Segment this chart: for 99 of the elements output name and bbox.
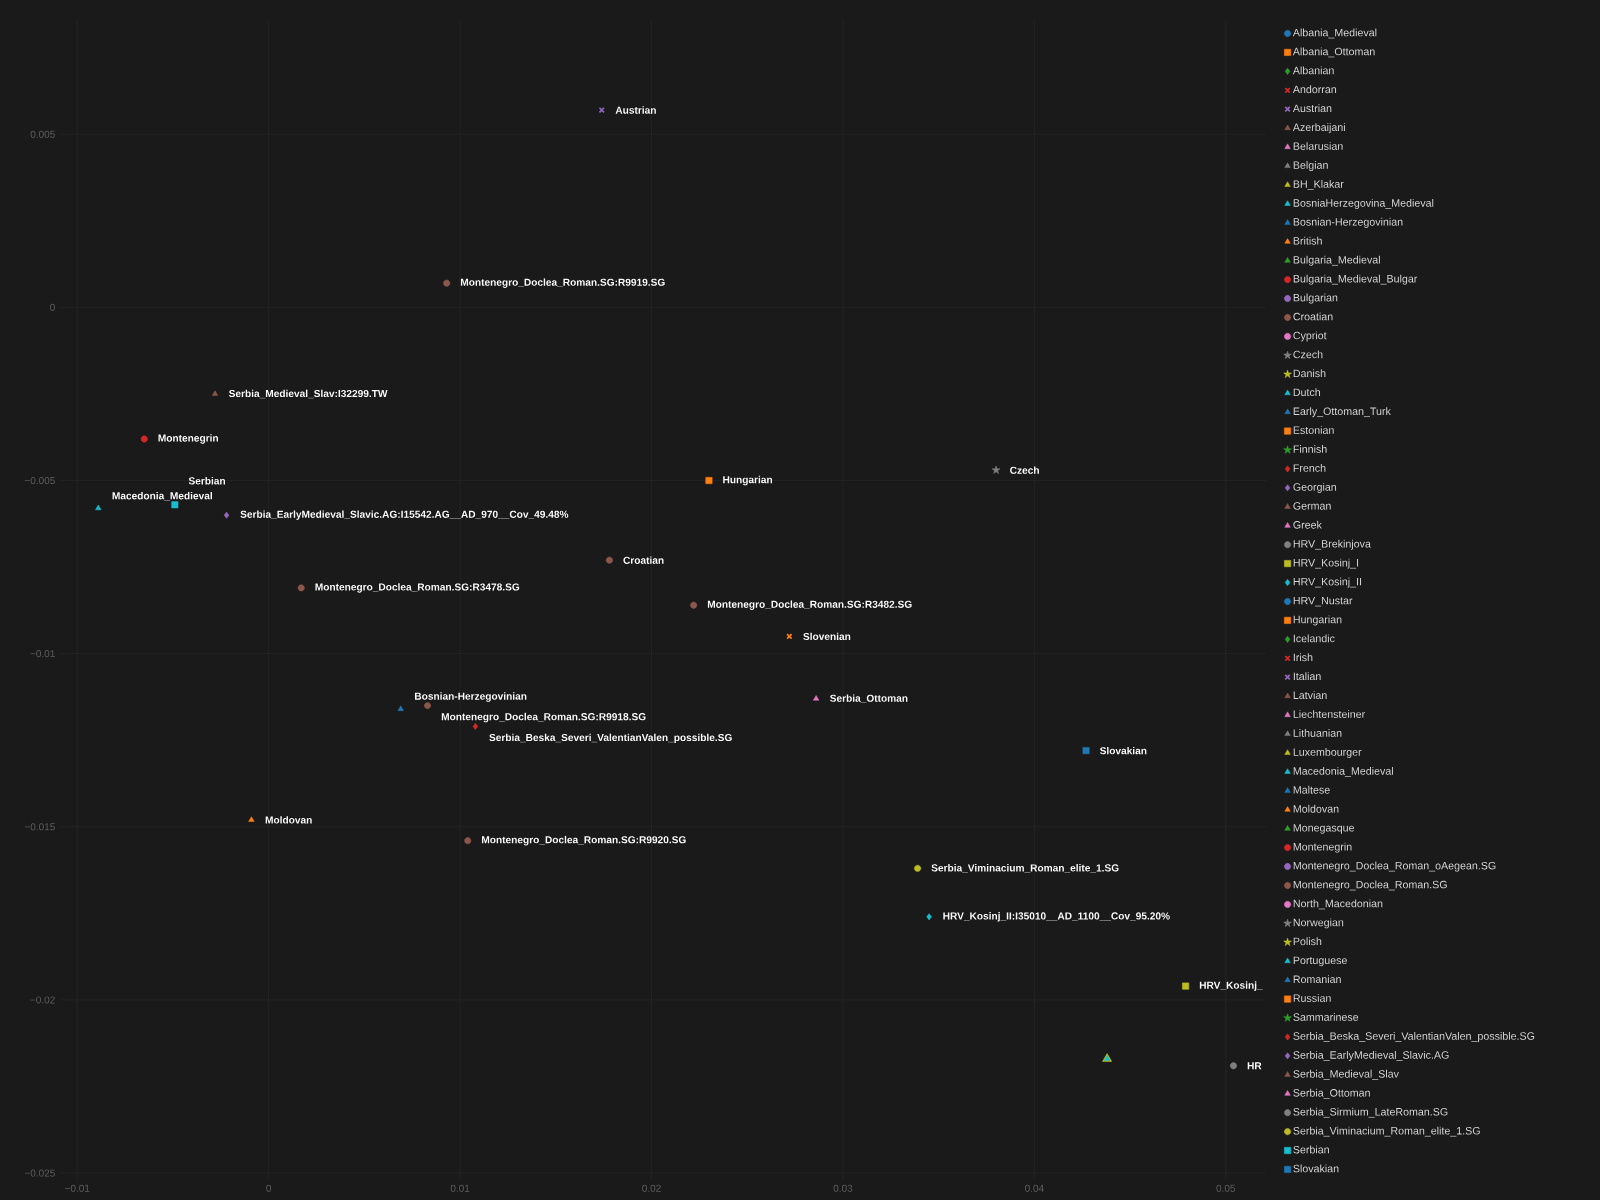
legend-label: Estonian	[1293, 426, 1334, 434]
annotation: Moldovan	[265, 816, 312, 824]
legend-label: Serbian	[1293, 1145, 1329, 1154]
legend-label: Serbia_EarlyMedieval_Slavic.AG	[1293, 1050, 1449, 1061]
legend-label: Austrian	[1292, 104, 1332, 113]
legend-label: Slovakian	[1293, 1164, 1339, 1173]
legend-label: Georgian	[1293, 482, 1337, 493]
annotation: Bosnian-Herzegovinian	[415, 692, 527, 702]
legend-label: Sammarinese	[1293, 1013, 1359, 1021]
legend-label: Italian	[1293, 672, 1321, 681]
legend-label: Lithuanian	[1293, 729, 1342, 737]
annotation: HRV_Kosinj_II:I35010__AD_1100__Cov_95.20%	[943, 912, 1170, 922]
legend-label: HRV_Brekinjova	[1293, 539, 1371, 550]
legend-label: Andorran	[1292, 85, 1337, 94]
annotation: HRV_Kosinj_	[1199, 981, 1263, 991]
annotation: Macedonia_Medieval	[112, 491, 212, 501]
annotation: Slovenian	[803, 632, 851, 641]
legend-label: Serbia_Beska_Severi_ValentianValen_possible.SG	[1293, 1032, 1535, 1042]
y-tick-label: −0.025	[24, 1169, 55, 1177]
legend-label: Bulgarian	[1293, 293, 1338, 304]
annotation: Serbia_Beska_Severi_ValentianValen_possible.SG	[489, 733, 732, 744]
y-tick-label: −0.01	[30, 650, 55, 658]
legend-label: Azerbaijani	[1292, 123, 1345, 134]
legend-label: Macedonia_Medieval	[1293, 766, 1393, 777]
annotation: Montenegro_Doclea_Roman.SG:R9919.SG	[460, 278, 665, 288]
x-tick-label: 0	[266, 1184, 272, 1192]
legend-label: Early_Ottoman_Turk	[1293, 407, 1391, 418]
x-tick-label: 0.01	[450, 1184, 470, 1192]
legend-label: Czech	[1293, 350, 1323, 359]
annotation: HR	[1247, 1062, 1262, 1070]
legend-label: Belarusian	[1293, 142, 1343, 150]
legend-label: Icelandic	[1293, 634, 1335, 643]
annotation: Austrian	[615, 106, 656, 114]
legend-label: Norwegian	[1293, 918, 1344, 929]
annotation: Montenegro_Doclea_Roman.SG:R9920.SG	[482, 835, 686, 846]
annotation: Serbia_Medieval_Slav:I32299.TW	[228, 389, 388, 399]
legend-label: Bosnian-Herzegovinian	[1293, 217, 1403, 228]
legend-label: Cypriot	[1293, 331, 1327, 342]
legend-label: Polish	[1293, 937, 1322, 946]
legend-label: Romanian	[1293, 975, 1341, 984]
y-tick-label: −0.015	[24, 823, 55, 831]
y-tick-label: −0.02	[30, 996, 55, 1004]
x-tick-label: 0.02	[642, 1184, 661, 1192]
annotation: Montenegro_Doclea_Roman.SG:R9918.SG	[441, 712, 646, 723]
legend-label: Serbia_Sirmium_LateRoman.SG	[1293, 1107, 1448, 1118]
x-tick-label: −0.01	[65, 1184, 90, 1192]
legend-label: Liechtensteiner	[1293, 710, 1365, 718]
legend-label: German	[1293, 502, 1331, 510]
annotation: Serbia_EarlyMedieval_Slavic.AG:I15542.AG__AD_970__Cov_49.48%	[240, 510, 569, 520]
legend-label: British	[1293, 236, 1322, 245]
x-tick-label: 0.04	[1025, 1184, 1044, 1192]
annotation: Slovakian	[1099, 746, 1147, 755]
legend-label: Dutch	[1293, 388, 1321, 397]
legend-label: BH_Klakar	[1293, 180, 1344, 190]
legend-label: Serbia_Viminacium_Roman_elite_1.SG	[1293, 1126, 1480, 1137]
x-tick-label: 0.03	[833, 1184, 853, 1192]
annotation: Montenegro_Doclea_Roman.SG:R3478.SG	[315, 583, 520, 593]
legend-label: Croatian	[1293, 312, 1333, 321]
legend-label: Montenegrin	[1293, 842, 1352, 853]
legend-label: French	[1293, 464, 1326, 472]
legend-label: Bulgaria_Medieval_Bulgar	[1293, 274, 1418, 285]
x-tick-label: 0.05	[1216, 1184, 1236, 1192]
legend-label: Albania_Ottoman	[1292, 47, 1375, 58]
legend-label: North_Macedonian	[1293, 899, 1383, 910]
legend-label: Luxembourger	[1293, 748, 1362, 758]
legend-label: Monegasque	[1293, 824, 1355, 834]
legend-label: HRV_Nustar	[1293, 596, 1353, 607]
legend-label: Montenegro_Doclea_Roman_oAegean.SG	[1293, 861, 1496, 872]
annotation: Serbia_Ottoman	[830, 694, 908, 703]
legend-label: Russian	[1293, 994, 1331, 1002]
annotation: Czech	[1010, 466, 1039, 474]
legend-label: BosniaHerzegovina_Medieval	[1293, 198, 1434, 209]
legend-label: HRV_Kosinj_I	[1293, 558, 1359, 569]
legend-label: Albania_Medieval	[1292, 28, 1377, 39]
legend-label: Danish	[1293, 369, 1326, 378]
annotation: Montenegro_Doclea_Roman.SG:R3482.SG	[707, 600, 912, 610]
legend-label: Montenegro_Doclea_Roman.SG	[1293, 880, 1447, 891]
annotation: Montenegrin	[158, 434, 218, 444]
legend-label: Greek	[1293, 520, 1322, 529]
legend-label: Serbia_Medieval_Slav	[1293, 1069, 1399, 1080]
annotation: Serbia_Viminacium_Roman_elite_1.SG	[931, 864, 1119, 873]
legend-label: Moldovan	[1293, 804, 1339, 813]
legend-label: Serbia_Ottoman	[1293, 1088, 1370, 1099]
legend-label: HRV_Kosinj_II	[1293, 577, 1362, 588]
legend-label: Hungarian	[1293, 615, 1342, 626]
annotation: Croatian	[623, 556, 664, 564]
legend-label: Belgian	[1293, 161, 1328, 172]
legend-label: Latvian	[1293, 691, 1327, 700]
y-tick-label: 0	[50, 303, 55, 311]
legend-label: Finnish	[1293, 445, 1327, 453]
y-tick-label: 0.005	[30, 130, 55, 138]
annotation: Serbian	[188, 477, 225, 485]
annotation: Hungarian	[723, 475, 773, 486]
legend-label: Albanian	[1292, 66, 1334, 75]
y-tick-label: −0.005	[24, 476, 55, 485]
legend-label: Bulgaria_Medieval	[1293, 255, 1380, 266]
legend-label: Irish	[1293, 653, 1313, 662]
legend-label: Maltese	[1293, 785, 1330, 794]
legend-label: Portuguese	[1293, 956, 1347, 967]
